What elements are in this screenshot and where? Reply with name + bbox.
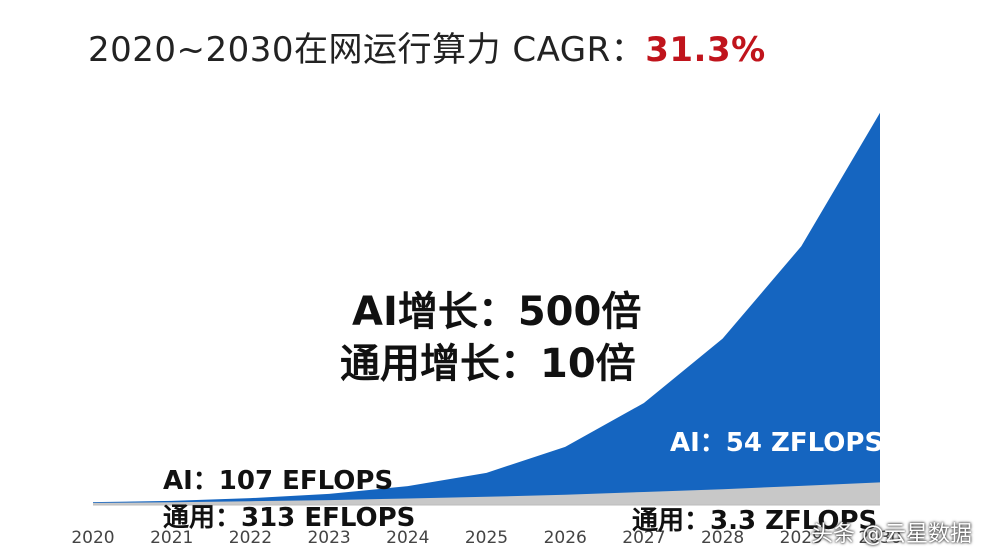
- chart-title-text: 2020~2030在网运行算力 CAGR：: [88, 30, 646, 70]
- x-tick-label-2022: 2022: [229, 528, 272, 548]
- general-area-series: [93, 482, 880, 505]
- chart-title: 2020~2030在网运行算力 CAGR：31.3%: [88, 22, 766, 71]
- x-tick-label-2027: 2027: [622, 528, 665, 548]
- x-tick-label-2028: 2028: [701, 528, 744, 548]
- general-2030-annotation: 通用：3.3 ZFLOPS: [632, 506, 878, 536]
- x-tick-label-2029: 2029: [780, 528, 823, 548]
- x-axis-ticks: 2020 2021 2022 2023 2024 2025 2026 2027 2028 2029…: [71, 528, 901, 548]
- cagr-value: 31.3%: [645, 30, 766, 70]
- ai-2030-annotation: AI：54 ZFLOPS: [670, 428, 884, 458]
- ai-growth-annotation: AI增长：500倍: [352, 289, 642, 335]
- x-tick-label-2020: 2020: [71, 528, 114, 548]
- x-tick-label-2023: 2023: [307, 528, 350, 548]
- general-2020-annotation: 通用：313 EFLOPS: [163, 503, 416, 533]
- watermark: 头条 @云星数据: [811, 522, 972, 547]
- x-tick-label-2024: 2024: [386, 528, 429, 548]
- ai-area-series: [93, 112, 880, 505]
- x-tick-label-2026: 2026: [544, 528, 587, 548]
- general-growth-annotation: 通用增长：10倍: [340, 341, 636, 387]
- x-tick-label-2021: 2021: [150, 528, 193, 548]
- ai-2020-annotation: AI：107 EFLOPS: [163, 466, 394, 496]
- x-tick-label-2030: 2030: [858, 528, 901, 548]
- x-tick-label-2025: 2025: [465, 528, 508, 548]
